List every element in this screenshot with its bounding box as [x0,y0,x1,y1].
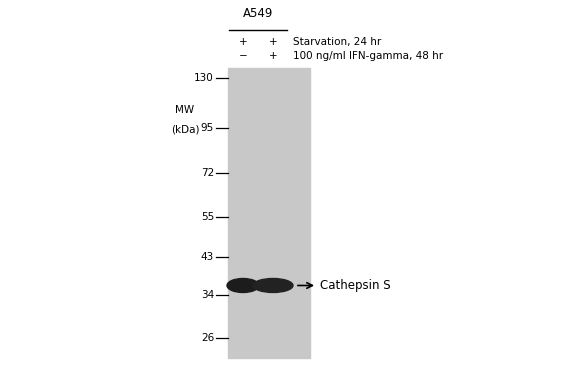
Ellipse shape [253,279,293,293]
Text: (kDa): (kDa) [171,125,199,135]
Text: 43: 43 [201,252,214,262]
Bar [228,68,310,358]
Text: 95: 95 [201,124,214,133]
Text: Cathepsin S: Cathepsin S [320,279,391,292]
Text: 100 ng/ml IFN-gamma, 48 hr: 100 ng/ml IFN-gamma, 48 hr [293,51,443,61]
Text: +: + [239,37,247,47]
Text: A549: A549 [243,7,273,20]
Ellipse shape [227,279,259,293]
Text: 26: 26 [201,333,214,343]
Text: Starvation, 24 hr: Starvation, 24 hr [293,37,381,47]
Text: 55: 55 [201,212,214,222]
Text: +: + [269,37,277,47]
Text: 34: 34 [201,290,214,300]
Text: 130: 130 [194,73,214,83]
Text: MW: MW [175,105,194,115]
Text: +: + [269,51,277,61]
Text: −: − [239,51,247,61]
Text: 72: 72 [201,168,214,178]
